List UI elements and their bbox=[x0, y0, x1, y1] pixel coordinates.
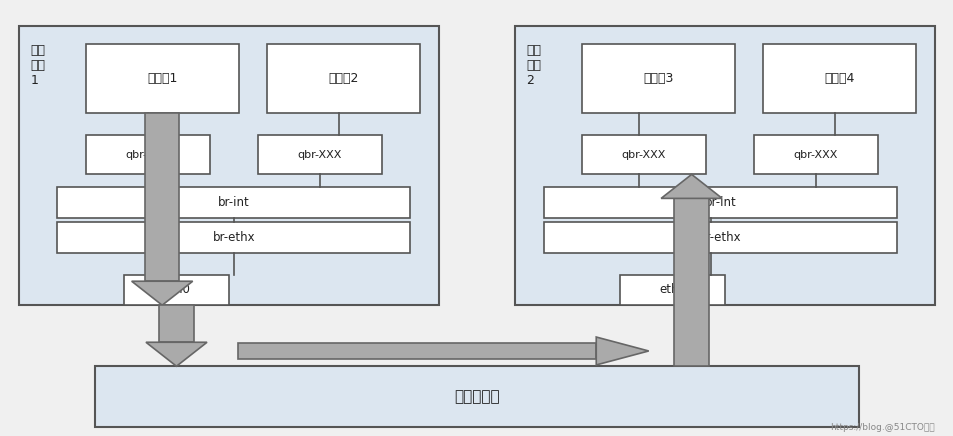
Bar bbox=[753, 135, 877, 174]
Bar bbox=[57, 222, 410, 253]
Text: 计算
节点
2: 计算 节点 2 bbox=[526, 44, 541, 87]
Polygon shape bbox=[238, 343, 596, 359]
Text: https://blog.@51CTO博客: https://blog.@51CTO博客 bbox=[829, 422, 934, 432]
Bar bbox=[543, 222, 896, 253]
Polygon shape bbox=[660, 174, 721, 198]
Text: eth0: eth0 bbox=[659, 283, 685, 296]
Bar bbox=[515, 26, 934, 305]
Bar bbox=[86, 135, 210, 174]
Text: br-int: br-int bbox=[703, 196, 736, 209]
Bar bbox=[581, 44, 734, 113]
Bar bbox=[124, 275, 229, 305]
Text: qbr-XXX: qbr-XXX bbox=[126, 150, 170, 160]
Text: 虚拟机1: 虚拟机1 bbox=[147, 72, 177, 85]
Polygon shape bbox=[132, 281, 193, 305]
Polygon shape bbox=[596, 337, 648, 365]
Bar bbox=[19, 26, 438, 305]
Text: br-ethx: br-ethx bbox=[213, 231, 254, 244]
Text: eth0: eth0 bbox=[163, 283, 190, 296]
Text: qbr-XXX: qbr-XXX bbox=[297, 150, 341, 160]
Bar bbox=[762, 44, 915, 113]
Text: 虚拟机3: 虚拟机3 bbox=[642, 72, 673, 85]
Bar bbox=[581, 135, 705, 174]
Bar bbox=[619, 275, 724, 305]
Text: br-int: br-int bbox=[217, 196, 250, 209]
Polygon shape bbox=[674, 198, 708, 366]
Text: 计算
节点
1: 计算 节点 1 bbox=[30, 44, 46, 87]
Text: br-ethx: br-ethx bbox=[699, 231, 740, 244]
Bar bbox=[257, 135, 381, 174]
Bar bbox=[267, 44, 419, 113]
Bar bbox=[86, 44, 238, 113]
Bar bbox=[543, 187, 896, 218]
Text: qbr-XXX: qbr-XXX bbox=[793, 150, 837, 160]
Text: 虚拟机4: 虚拟机4 bbox=[823, 72, 854, 85]
Bar bbox=[95, 366, 858, 427]
Polygon shape bbox=[146, 342, 207, 366]
Text: qbr-XXX: qbr-XXX bbox=[621, 150, 665, 160]
Polygon shape bbox=[145, 113, 179, 281]
Text: 物理交换机: 物理交换机 bbox=[454, 389, 499, 404]
Polygon shape bbox=[159, 305, 193, 342]
Bar bbox=[57, 187, 410, 218]
Text: 虚拟机2: 虚拟机2 bbox=[328, 72, 358, 85]
